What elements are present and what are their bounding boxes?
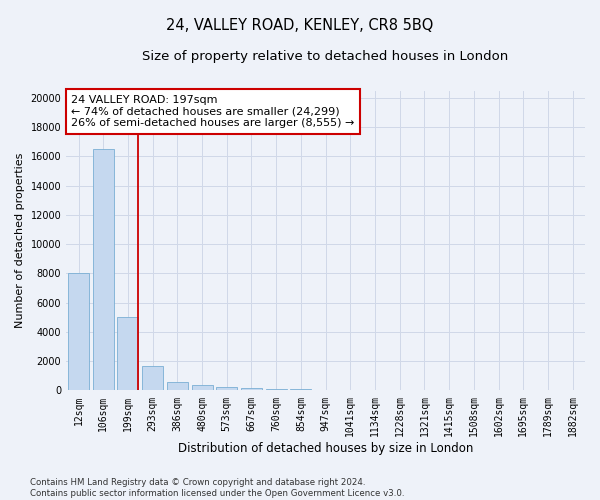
Bar <box>68 272 89 390</box>
Bar <box>167 382 188 390</box>
Text: 24 VALLEY ROAD: 197sqm
← 74% of detached houses are smaller (24,299)
26% of semi: 24 VALLEY ROAD: 197sqm ← 74% of detached… <box>71 95 355 128</box>
Bar <box>216 387 237 390</box>
X-axis label: Distribution of detached houses by size in London: Distribution of detached houses by size … <box>178 442 473 455</box>
Bar <box>241 388 262 390</box>
Text: 24, VALLEY ROAD, KENLEY, CR8 5BQ: 24, VALLEY ROAD, KENLEY, CR8 5BQ <box>166 18 434 32</box>
Bar <box>142 366 163 390</box>
Bar <box>118 318 139 390</box>
Bar <box>266 388 287 390</box>
Title: Size of property relative to detached houses in London: Size of property relative to detached ho… <box>142 50 509 63</box>
Y-axis label: Number of detached properties: Number of detached properties <box>15 153 25 328</box>
Bar <box>191 386 212 390</box>
Text: Contains HM Land Registry data © Crown copyright and database right 2024.
Contai: Contains HM Land Registry data © Crown c… <box>30 478 404 498</box>
Bar <box>93 149 114 390</box>
